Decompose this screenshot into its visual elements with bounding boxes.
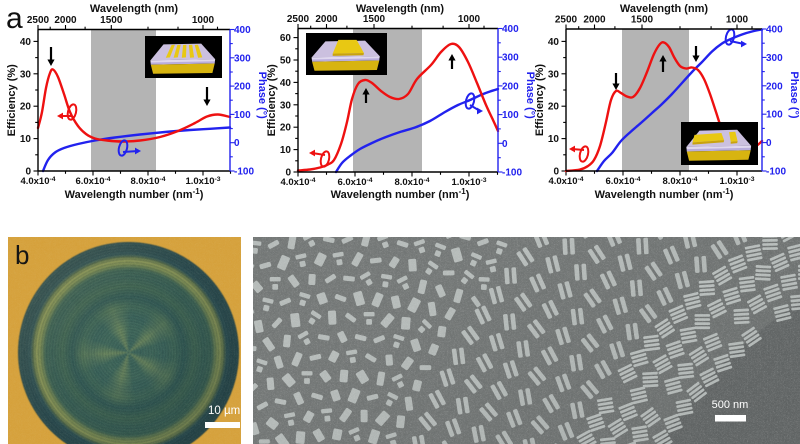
svg-text:40: 40 [280, 78, 292, 89]
svg-text:2000: 2000 [54, 15, 77, 26]
svg-text:400: 400 [234, 25, 251, 36]
svg-text:1.0x10-3: 1.0x10-3 [185, 176, 220, 188]
svg-text:30: 30 [20, 69, 32, 80]
svg-text:6.0x10-4: 6.0x10-4 [337, 177, 372, 189]
svg-text:300: 300 [502, 53, 519, 64]
svg-text:8.0x10-4: 8.0x10-4 [662, 176, 697, 188]
svg-text:10: 10 [280, 145, 292, 156]
svg-text:Phase (°): Phase (°) [524, 72, 536, 120]
svg-text:30: 30 [548, 69, 560, 80]
svg-text:40: 40 [548, 37, 560, 48]
svg-text:4.0x10-4: 4.0x10-4 [280, 177, 315, 189]
svg-text:Wavelength number (nm-1): Wavelength number (nm-1) [595, 187, 734, 202]
svg-text:8.0x10-4: 8.0x10-4 [130, 176, 165, 188]
svg-text:0: 0 [553, 167, 559, 178]
svg-text:0: 0 [766, 138, 772, 149]
svg-text:2000: 2000 [315, 14, 338, 25]
svg-text:300: 300 [766, 53, 783, 64]
svg-text:0: 0 [502, 139, 508, 150]
svg-text:2000: 2000 [583, 15, 606, 26]
svg-text:Wavelength (nm): Wavelength (nm) [620, 3, 709, 15]
svg-text:Wavelength (nm): Wavelength (nm) [90, 3, 179, 15]
svg-text:400: 400 [502, 24, 519, 35]
svg-text:6.0x10-4: 6.0x10-4 [605, 176, 640, 188]
svg-text:50: 50 [280, 56, 292, 67]
svg-text:500 nm: 500 nm [712, 399, 749, 411]
svg-text:1500: 1500 [631, 15, 654, 26]
svg-text:20: 20 [548, 102, 560, 113]
svg-text:1000: 1000 [192, 15, 215, 26]
svg-text:0: 0 [234, 138, 240, 149]
svg-text:20: 20 [280, 123, 292, 134]
svg-text:100: 100 [766, 110, 783, 121]
svg-text:300: 300 [234, 53, 251, 64]
svg-text:-100: -100 [502, 168, 522, 179]
svg-text:400: 400 [766, 25, 783, 36]
svg-text:6.0x10-4: 6.0x10-4 [75, 176, 110, 188]
svg-text:40: 40 [20, 37, 32, 48]
svg-text:Efficiency (%): Efficiency (%) [6, 64, 18, 136]
svg-text:-100: -100 [234, 167, 254, 178]
svg-text:100: 100 [234, 110, 251, 121]
svg-text:30: 30 [280, 100, 292, 111]
svg-text:Phase (°): Phase (°) [256, 72, 268, 120]
svg-text:a: a [6, 2, 23, 35]
svg-text:20: 20 [20, 102, 32, 113]
svg-text:2500: 2500 [27, 15, 50, 26]
svg-text:0: 0 [285, 168, 291, 179]
svg-text:200: 200 [234, 82, 251, 93]
svg-text:4.0x10-4: 4.0x10-4 [548, 176, 583, 188]
svg-text:Phase (°): Phase (°) [788, 71, 800, 119]
svg-text:1500: 1500 [363, 14, 386, 25]
svg-text:Efficiency (%): Efficiency (%) [266, 64, 278, 136]
svg-text:Efficiency (%): Efficiency (%) [534, 64, 546, 136]
svg-text:200: 200 [766, 81, 783, 92]
svg-text:10: 10 [548, 134, 560, 145]
svg-text:1000: 1000 [458, 14, 481, 25]
svg-text:200: 200 [502, 81, 519, 92]
svg-text:Wavelength number (nm-1): Wavelength number (nm-1) [65, 187, 204, 202]
svg-text:1500: 1500 [100, 15, 123, 26]
svg-text:Wavelength (nm): Wavelength (nm) [356, 3, 445, 15]
svg-text:0: 0 [25, 167, 31, 178]
svg-text:2500: 2500 [555, 15, 578, 26]
svg-text:8.0x10-4: 8.0x10-4 [394, 177, 429, 189]
svg-text:-100: -100 [766, 167, 786, 178]
svg-text:2500: 2500 [287, 14, 310, 25]
svg-text:60: 60 [280, 33, 292, 44]
svg-text:1.0x10-3: 1.0x10-3 [451, 177, 486, 189]
svg-text:10: 10 [20, 134, 32, 145]
svg-text:4.0x10-4: 4.0x10-4 [20, 176, 55, 188]
svg-text:1000: 1000 [726, 15, 749, 26]
svg-text:1.0x10-3: 1.0x10-3 [719, 176, 754, 188]
svg-text:100: 100 [502, 110, 519, 121]
svg-text:Wavelength number (nm-1): Wavelength number (nm-1) [331, 187, 470, 202]
